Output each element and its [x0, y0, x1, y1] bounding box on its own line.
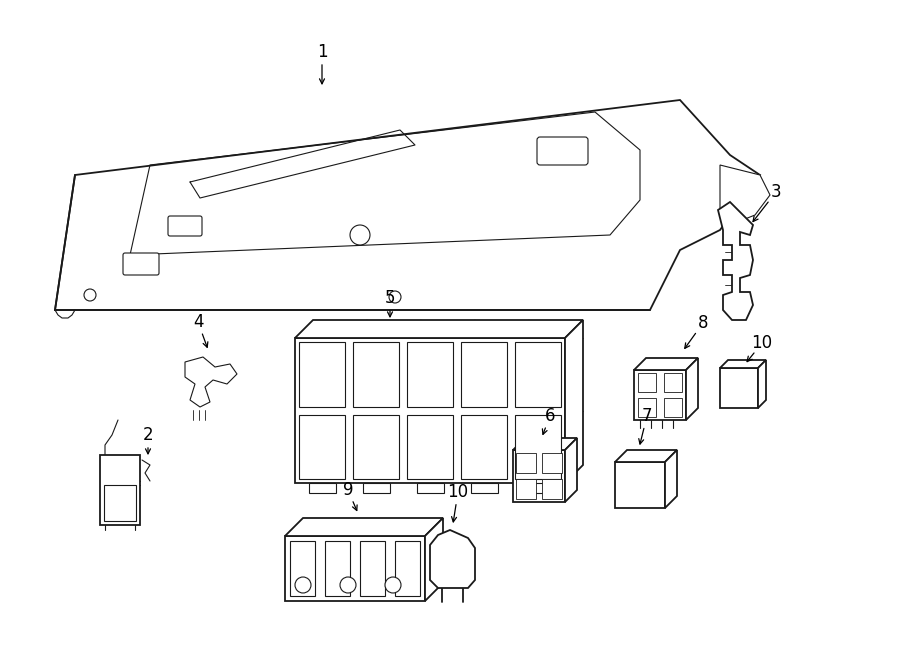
Polygon shape: [299, 342, 345, 407]
Polygon shape: [299, 414, 345, 479]
FancyBboxPatch shape: [123, 253, 159, 275]
Text: 4: 4: [193, 313, 203, 331]
Polygon shape: [515, 342, 561, 407]
Text: 6: 6: [544, 407, 555, 425]
Polygon shape: [664, 373, 682, 392]
Polygon shape: [395, 541, 420, 596]
Text: 1: 1: [317, 43, 328, 61]
Polygon shape: [542, 453, 562, 473]
Polygon shape: [309, 483, 336, 493]
Polygon shape: [718, 202, 753, 320]
Circle shape: [295, 577, 311, 593]
Polygon shape: [295, 320, 583, 338]
Text: 8: 8: [698, 314, 708, 332]
Polygon shape: [513, 450, 565, 502]
Polygon shape: [100, 455, 140, 525]
Polygon shape: [295, 338, 565, 483]
Polygon shape: [638, 373, 656, 392]
Polygon shape: [542, 479, 562, 499]
Polygon shape: [55, 100, 760, 310]
Polygon shape: [758, 360, 766, 408]
Polygon shape: [665, 450, 677, 508]
Polygon shape: [664, 398, 682, 417]
Circle shape: [340, 577, 356, 593]
Polygon shape: [104, 485, 136, 521]
Text: 10: 10: [752, 334, 772, 352]
Polygon shape: [720, 368, 758, 408]
Polygon shape: [515, 414, 561, 479]
Polygon shape: [686, 358, 698, 420]
Polygon shape: [285, 536, 425, 601]
Polygon shape: [516, 453, 536, 473]
Text: 3: 3: [770, 183, 781, 201]
Polygon shape: [565, 320, 583, 483]
Polygon shape: [565, 438, 577, 502]
Polygon shape: [516, 479, 536, 499]
Polygon shape: [615, 450, 677, 462]
Polygon shape: [461, 414, 507, 479]
Text: 9: 9: [343, 481, 353, 499]
Polygon shape: [638, 398, 656, 417]
FancyBboxPatch shape: [168, 216, 202, 236]
Polygon shape: [407, 342, 453, 407]
Polygon shape: [353, 342, 399, 407]
Polygon shape: [720, 360, 766, 368]
Circle shape: [385, 577, 401, 593]
Text: 5: 5: [385, 289, 395, 307]
Polygon shape: [363, 483, 390, 493]
Circle shape: [350, 225, 370, 245]
Circle shape: [389, 291, 401, 303]
Polygon shape: [720, 165, 770, 225]
Circle shape: [84, 289, 96, 301]
Polygon shape: [185, 357, 237, 407]
Polygon shape: [634, 358, 698, 370]
Polygon shape: [461, 342, 507, 407]
Polygon shape: [525, 483, 552, 493]
FancyBboxPatch shape: [537, 137, 588, 165]
Polygon shape: [425, 518, 443, 601]
Polygon shape: [285, 518, 443, 536]
Polygon shape: [360, 541, 385, 596]
Text: 10: 10: [447, 483, 469, 501]
Polygon shape: [407, 414, 453, 479]
Text: 7: 7: [642, 407, 652, 425]
Polygon shape: [290, 541, 315, 596]
Polygon shape: [471, 483, 498, 493]
Polygon shape: [513, 438, 577, 450]
Polygon shape: [634, 370, 686, 420]
Polygon shape: [417, 483, 444, 493]
Polygon shape: [430, 530, 475, 588]
Polygon shape: [325, 541, 350, 596]
Text: 2: 2: [143, 426, 153, 444]
Polygon shape: [353, 414, 399, 479]
Polygon shape: [615, 462, 665, 508]
